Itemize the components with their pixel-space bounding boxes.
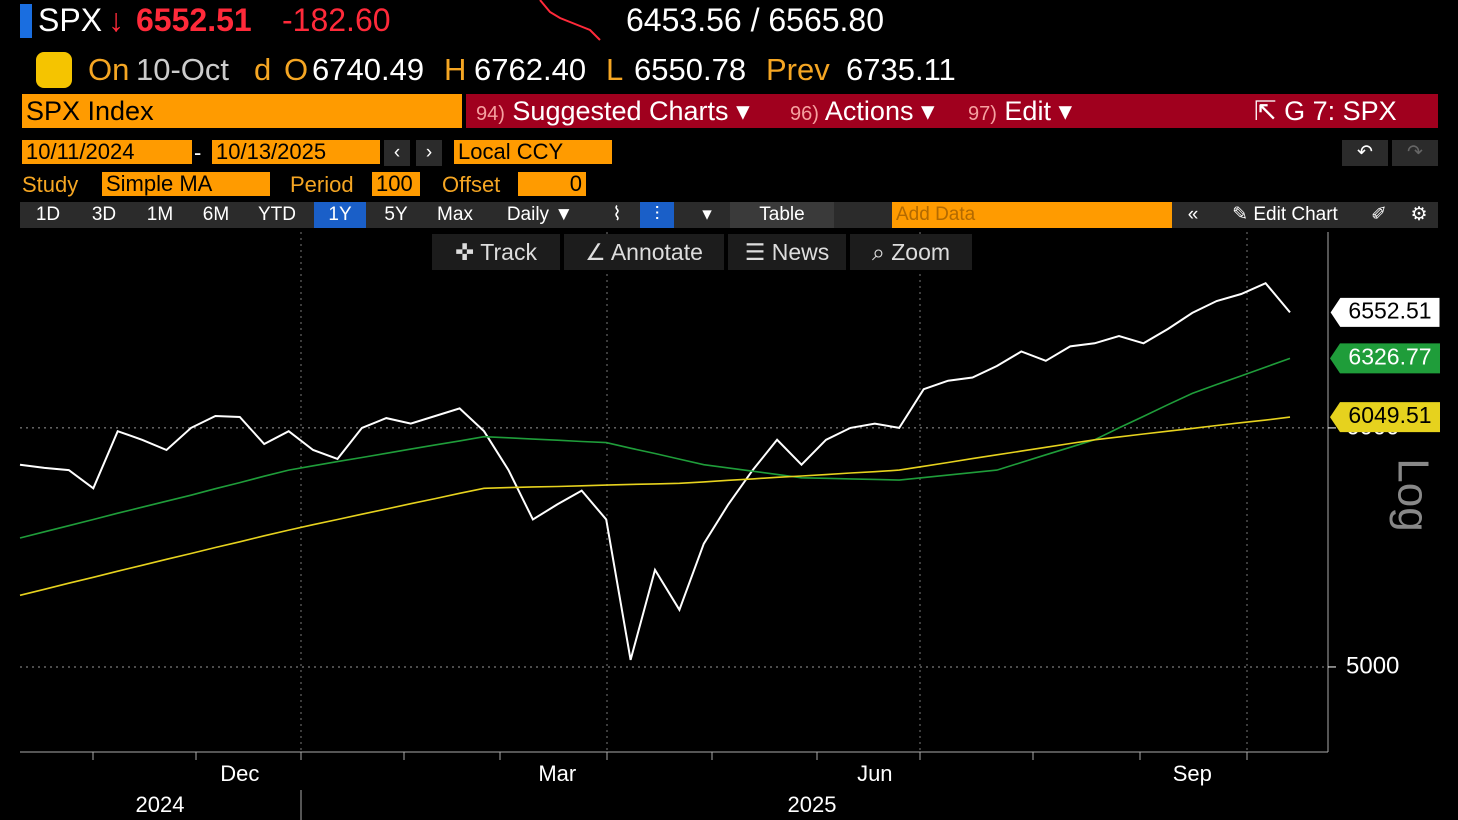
period-button[interactable]: 1M (134, 202, 186, 228)
ticker-marker (20, 4, 32, 38)
menu-num: 94) (476, 103, 505, 125)
x-tick-label: Sep (1173, 761, 1212, 786)
month-ticks (92, 752, 1248, 820)
menu-label: Suggested Charts (512, 96, 729, 126)
last-price: 6552.51 (136, 2, 252, 38)
quote-d: d (254, 52, 272, 87)
period-field[interactable]: 100 (372, 172, 420, 196)
menu-actions[interactable]: 96) Actions ▾ (790, 96, 935, 126)
quote-on: On (88, 52, 130, 87)
series-line (19, 357, 1291, 539)
add-data-field[interactable]: Add Data (892, 202, 1172, 228)
period-button-active[interactable]: 1Y (314, 202, 366, 228)
last-value-tag (1330, 402, 1440, 433)
month-grid (300, 232, 1248, 752)
prev-value: 6735.11 (846, 52, 956, 87)
edit-icon[interactable]: ✐ (1362, 202, 1396, 228)
open-value: 6740.49 (312, 52, 425, 87)
type-dropdown[interactable]: ▾ (690, 202, 724, 228)
tool-label: News (771, 239, 830, 265)
tool-label: Annotate (610, 239, 703, 265)
news-tool[interactable]: ☰ News (728, 234, 846, 270)
low-value: 6550.78 (634, 52, 747, 87)
next-button[interactable]: › (416, 140, 442, 166)
sparkline (539, 0, 601, 41)
period-button[interactable]: YTD (246, 202, 308, 228)
high-label: H (444, 52, 467, 87)
last-value-label: 6049.51 (1348, 402, 1431, 428)
redo-button[interactable]: ↷ (1392, 140, 1438, 166)
menu-label: Edit (1004, 96, 1051, 126)
study-label: Study (22, 172, 79, 197)
last-value-label: 6552.51 (1348, 297, 1431, 323)
settings-icon[interactable]: ⚙ (1402, 202, 1436, 228)
period-button[interactable]: Max (426, 202, 484, 228)
annotate-tool[interactable]: ∠ Annotate (564, 234, 724, 270)
price-change: -182.60 (282, 2, 391, 38)
menu-num: 96) (790, 103, 819, 125)
period-label: Period (290, 172, 354, 197)
x-tick-label: Dec (220, 761, 259, 786)
frequency-label: Daily (506, 204, 550, 225)
track-tool[interactable]: ✜ Track (432, 234, 560, 270)
series-line (19, 281, 1291, 661)
bid-ask: 6453.56 / 6565.80 (626, 2, 885, 38)
last-value-tag (1329, 296, 1441, 328)
x-tick-label: Jun (857, 761, 892, 786)
series-line (19, 416, 1291, 597)
quote-date: 10-Oct (136, 52, 230, 87)
clock-icon[interactable] (36, 52, 72, 88)
collapse-button[interactable]: « (1178, 202, 1208, 228)
offset-label: Offset (442, 172, 501, 197)
prev-button[interactable]: ‹ (384, 140, 410, 166)
last-value-label: 6326.77 (1348, 343, 1431, 369)
table-button[interactable]: Table (730, 202, 834, 228)
down-arrow: ↓ (108, 2, 124, 38)
window-label: G 7: SPX (1284, 96, 1397, 126)
x-group-label: 2025 (788, 792, 837, 817)
edit-chart-label: Edit Chart (1253, 204, 1338, 225)
period-button[interactable]: 1D (22, 202, 74, 228)
line-type-button[interactable]: ⌇ (600, 202, 634, 228)
security-field[interactable]: SPX Index (22, 94, 462, 128)
x-tick-label: Mar (538, 761, 576, 786)
period-button[interactable]: 6M (190, 202, 242, 228)
frequency-button[interactable]: Daily ▼ (490, 202, 590, 228)
menu-edit[interactable]: 97) Edit ▾ (968, 96, 1073, 126)
tool-label: Track (480, 239, 537, 265)
end-date[interactable]: 10/13/2025 (212, 140, 380, 164)
menu-bar (466, 94, 1438, 128)
start-date[interactable]: 10/11/2024 (22, 140, 192, 164)
window-id[interactable]: ⇱ G 7: SPX (1254, 96, 1397, 126)
period-button[interactable]: 3D (78, 202, 130, 228)
y-tick-label: 5000 (1346, 652, 1399, 679)
high-value: 6762.40 (474, 52, 587, 87)
ticker: SPX (38, 2, 103, 38)
period-button[interactable]: 5Y (370, 202, 422, 228)
open-label: O (284, 52, 309, 87)
currency-field[interactable]: Local CCY (454, 140, 612, 164)
menu-suggested[interactable]: 94) Suggested Charts ▾ (476, 96, 750, 126)
tool-label: Zoom (891, 239, 951, 265)
zoom-tool[interactable]: ⌕ Zoom (850, 234, 972, 270)
study-field[interactable]: Simple MA (102, 172, 270, 196)
last-value-tag (1330, 343, 1440, 374)
scale-label: Log (1388, 458, 1437, 531)
date-sep: - (194, 140, 202, 165)
prev-label: Prev (766, 52, 830, 87)
x-group-label: 2024 (136, 792, 185, 817)
edit-chart-button[interactable]: ✎ Edit Chart (1216, 202, 1354, 228)
undo-button[interactable]: ↶ (1342, 140, 1388, 166)
menu-num: 97) (968, 103, 997, 125)
low-label: L (606, 52, 624, 87)
bar-type-button[interactable]: ⫶ (640, 202, 674, 228)
menu-label: Actions (824, 96, 914, 126)
offset-field[interactable]: 0 (518, 172, 586, 196)
